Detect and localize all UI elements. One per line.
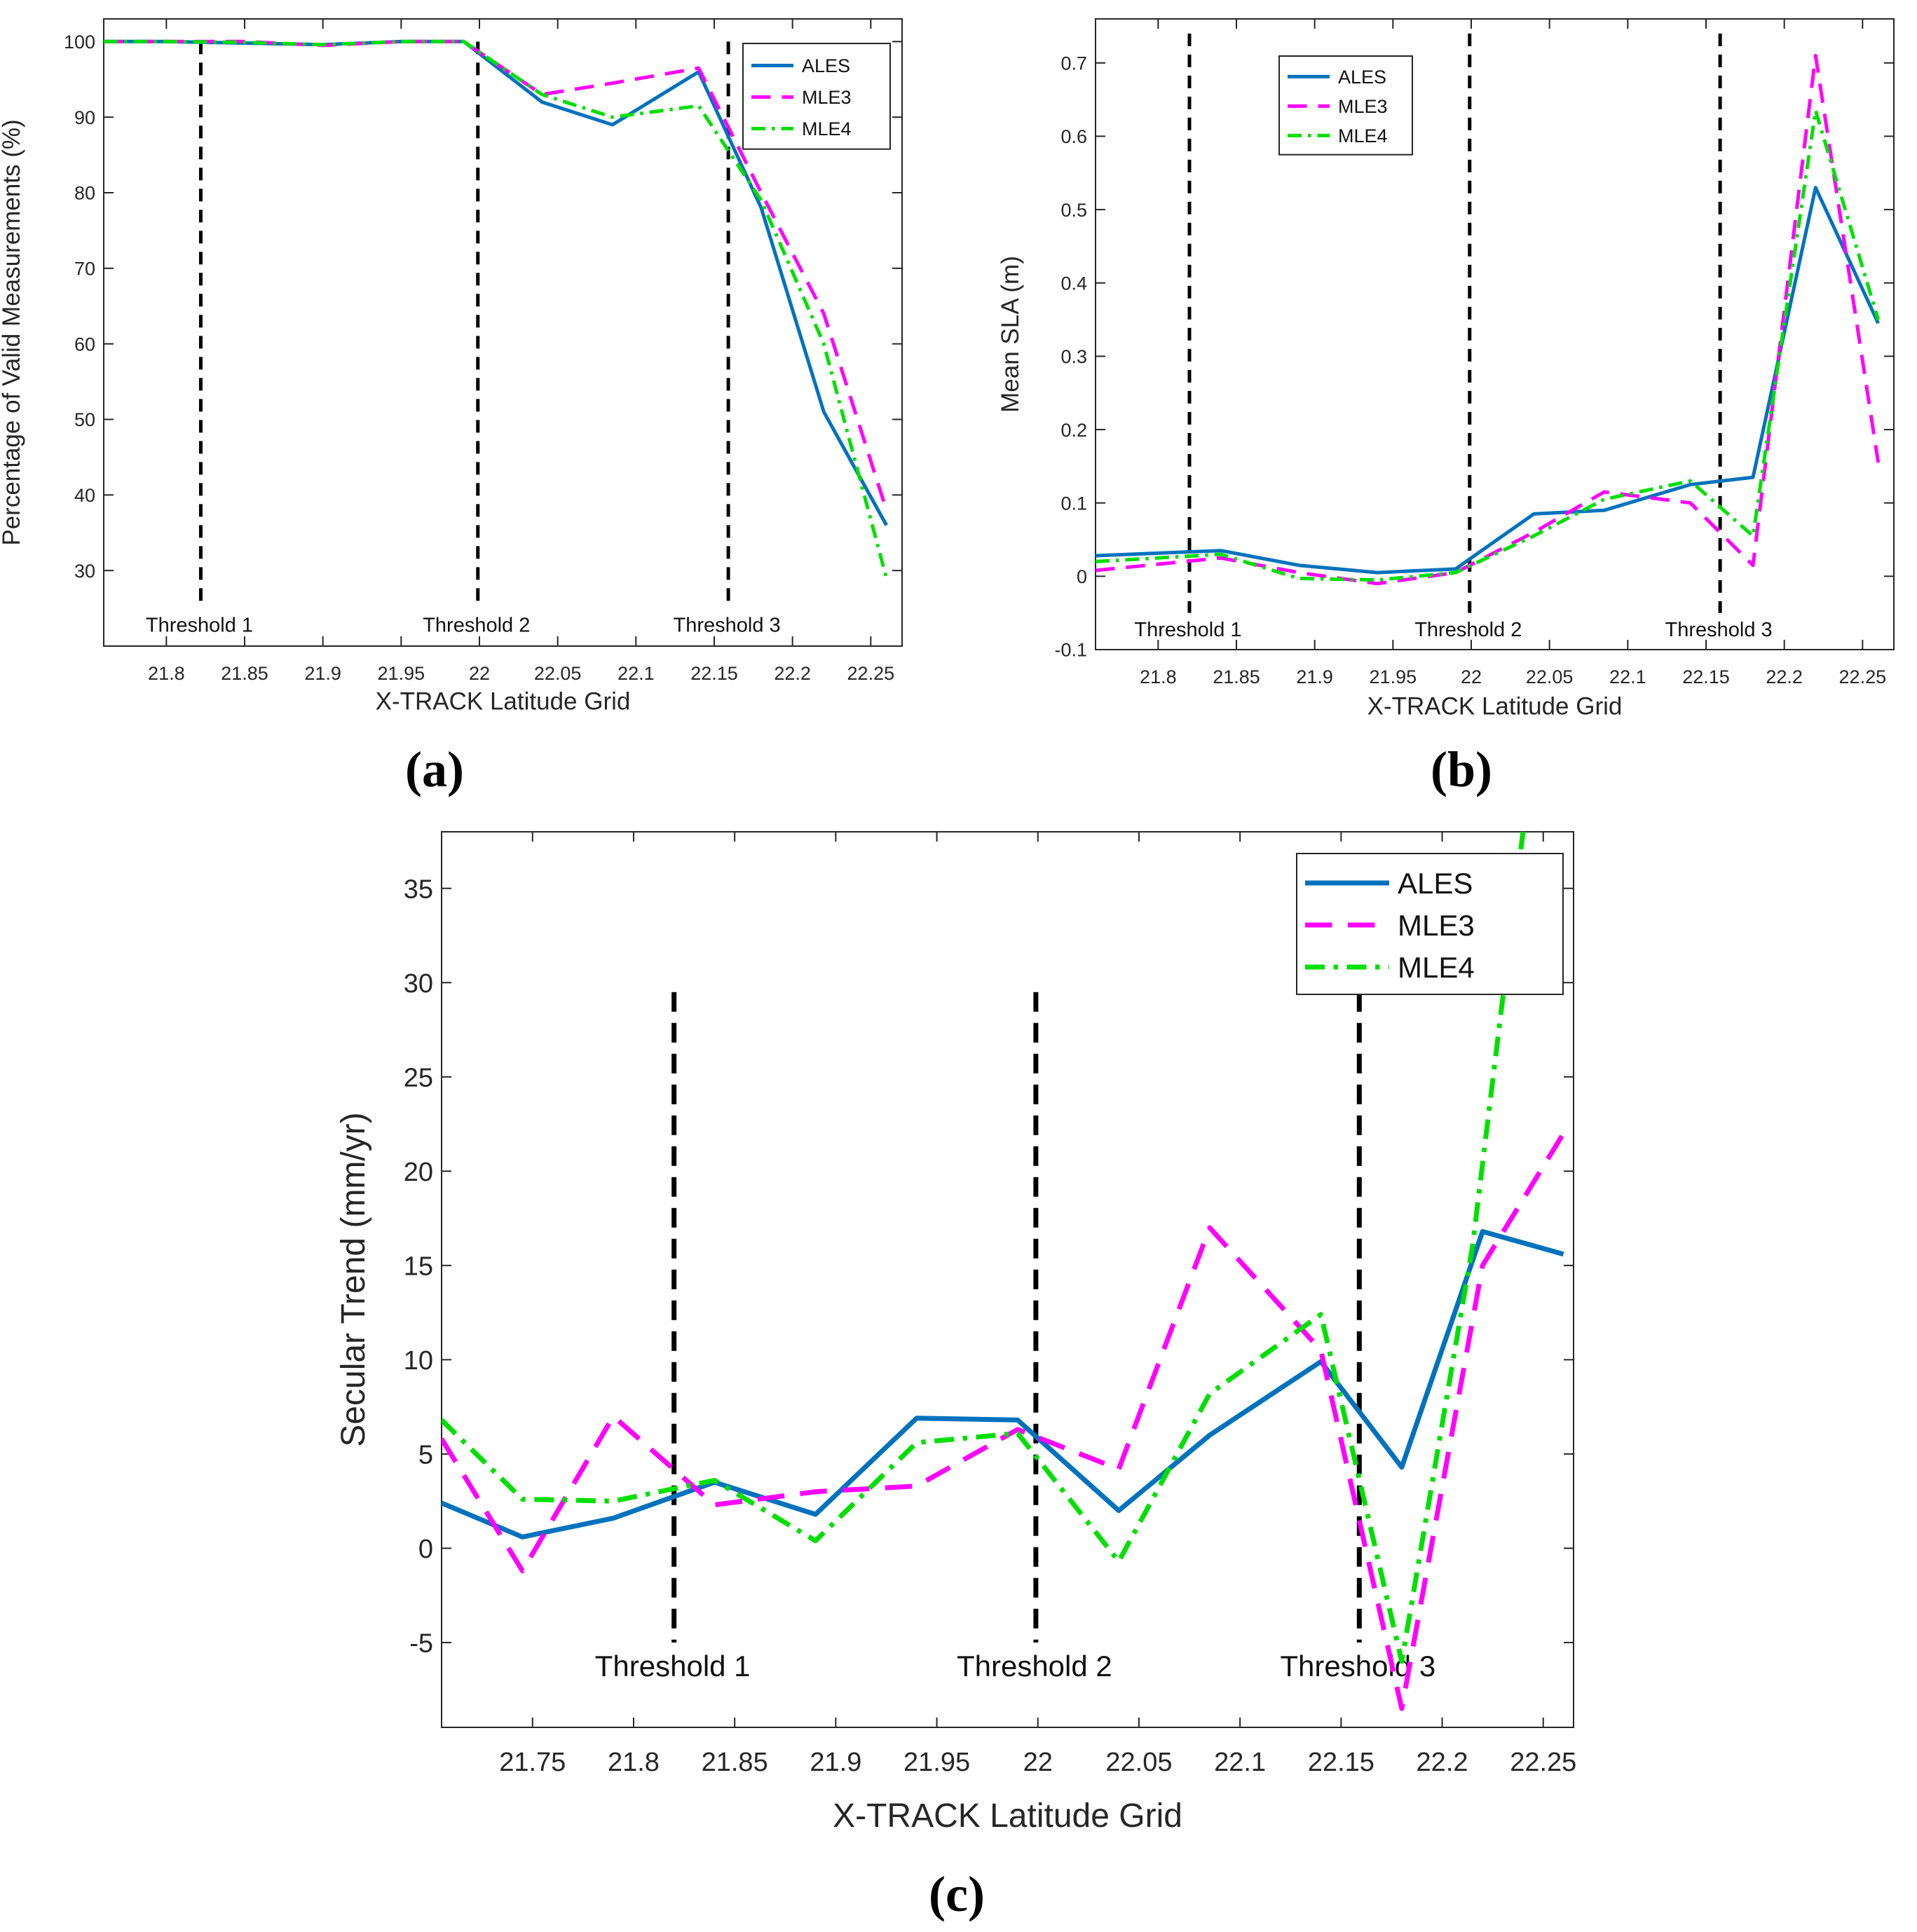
y-tick-label: 0.2 (1060, 420, 1087, 441)
y-tick-label: 30 (74, 561, 95, 582)
y-axis-title: Secular Trend (mm/yr) (335, 1112, 372, 1446)
y-tick-label: 0.7 (1060, 53, 1087, 74)
x-tick-label: 22.05 (1105, 1748, 1172, 1777)
legend-label-ales: ALES (1338, 67, 1386, 88)
x-tick-label: 22.25 (1839, 666, 1887, 687)
y-tick-label: 0.6 (1060, 126, 1087, 147)
x-tick-label: 22.2 (774, 663, 811, 684)
chart-panel-b: 21.8 21.85 21.9 21.95 22 22.05 22.1 22.15 22.2 22… (997, 18, 1895, 797)
x-tick-label: 21.9 (810, 1748, 861, 1777)
x-tick-label: 22.1 (618, 663, 655, 684)
x-tick-label: 21.8 (148, 663, 185, 684)
y-tick-label: 60 (74, 334, 95, 355)
y-tick-label: 10 (404, 1346, 433, 1376)
y-axis-title: Percentage of Valid Measurements (%) (0, 119, 25, 545)
y-tick-label: 0 (418, 1535, 433, 1564)
panel-label-c: (c) (929, 1866, 985, 1922)
y-tick-label: -5 (409, 1629, 433, 1659)
y-tick-label: 25 (404, 1063, 433, 1092)
y-tick-label: 0 (1077, 566, 1087, 587)
y-tick-label: -0.1 (1054, 640, 1087, 661)
y-tick-label: 15 (404, 1252, 433, 1282)
y-tick-label: 20 (404, 1158, 433, 1187)
y-tick-label: 80 (74, 183, 95, 204)
x-tick-label: 21.95 (378, 663, 425, 684)
series-line-mle4 (1096, 109, 1881, 582)
x-tick-label: 21.8 (608, 1748, 660, 1777)
series-line-ales (442, 1228, 1564, 1540)
series-line-mle4 (442, 832, 1526, 1664)
legend-label-mle4: MLE4 (1338, 125, 1388, 146)
threshold-label-1: Threshold 1 (146, 614, 253, 636)
series-line-mle3 (442, 1132, 1566, 1711)
threshold-label-2: Threshold 2 (423, 614, 530, 636)
x-tick-label: 21.95 (1370, 666, 1417, 687)
x-tick-label: 22.05 (1526, 666, 1574, 687)
x-tick-label: 21.9 (1296, 666, 1333, 687)
y-axis-title: Mean SLA (m) (997, 256, 1024, 413)
x-tick-label: 21.85 (221, 663, 268, 684)
legend-label-ales: ALES (802, 55, 850, 76)
threshold-label-3: Threshold 3 (1665, 619, 1773, 641)
y-tick-label: 40 (74, 485, 95, 506)
plot-area (1095, 18, 1895, 650)
x-tick-label: 22.25 (1510, 1748, 1576, 1777)
y-tick-label: 0.4 (1060, 273, 1087, 294)
y-tick-label: 30 (404, 969, 433, 999)
x-tick-label: 21.9 (304, 663, 341, 684)
y-tick-label: 0.3 (1060, 346, 1087, 367)
x-axis-title: X-TRACK Latitude Grid (1367, 693, 1623, 720)
y-tick-label: 50 (74, 409, 95, 430)
y-tick-label: 90 (74, 107, 95, 128)
legend-label-mle4: MLE4 (1398, 951, 1475, 984)
threshold-label-3: Threshold 3 (674, 614, 781, 636)
y-tick-label: 0.1 (1060, 493, 1087, 514)
x-tick-label: 22.15 (1682, 666, 1730, 687)
x-tick-label: 21.85 (1213, 666, 1260, 687)
legend-label-mle3: MLE3 (1338, 96, 1388, 117)
x-tick-label: 21.8 (1140, 666, 1177, 687)
series-line-ales (1096, 186, 1880, 575)
x-tick-label: 22.25 (847, 663, 895, 684)
x-tick-label: 21.85 (702, 1748, 768, 1777)
legend-box (1296, 853, 1564, 995)
threshold-label-3: Threshold 3 (1280, 1650, 1435, 1683)
y-tick-label: 35 (404, 875, 433, 904)
x-tick-label: 22.2 (1766, 666, 1803, 687)
chart-panel-a: 21.8 21.85 21.9 21.95 22 22.05 22.1 22.15 22.2 22… (0, 18, 903, 797)
x-tick-label: 22.1 (1609, 666, 1646, 687)
legend-label-ales: ALES (1398, 867, 1473, 900)
x-tick-label: 22.1 (1214, 1748, 1266, 1777)
legend-label-mle3: MLE3 (1398, 909, 1475, 942)
legend-label-mle3: MLE3 (802, 87, 852, 108)
threshold-label-2: Threshold 2 (957, 1650, 1112, 1683)
threshold-label-1: Threshold 1 (1134, 619, 1241, 641)
x-tick-label: 21.75 (499, 1748, 566, 1777)
y-tick-label: 100 (64, 32, 95, 53)
x-tick-label: 22.15 (1308, 1748, 1374, 1777)
threshold-label-2: Threshold 2 (1414, 619, 1522, 641)
y-tick-label: 70 (74, 259, 95, 280)
panel-label-b: (b) (1431, 741, 1492, 797)
x-tick-label: 22 (469, 663, 490, 684)
x-tick-label: 22.05 (534, 663, 582, 684)
x-tick-label: 22.15 (690, 663, 738, 684)
panel-label-a: (a) (405, 741, 464, 797)
legend-label-mle4: MLE4 (802, 118, 852, 139)
chart-panel-c: 21.75 21.8 21.85 21.9 21.95 22 22.05 22.1 22.15 2… (335, 831, 1576, 1922)
y-tick-label: 5 (418, 1441, 433, 1470)
x-tick-label: 22.2 (1417, 1748, 1468, 1777)
x-tick-label: 21.95 (903, 1748, 970, 1777)
x-axis-title: X-TRACK Latitude Grid (833, 1797, 1182, 1835)
x-axis-title: X-TRACK Latitude Grid (376, 688, 631, 715)
series-line-mle4 (104, 39, 889, 579)
threshold-label-1: Threshold 1 (595, 1650, 751, 1683)
x-tick-label: 22 (1023, 1748, 1053, 1777)
y-tick-label: 0.5 (1060, 200, 1087, 221)
x-tick-label: 22 (1461, 666, 1482, 687)
